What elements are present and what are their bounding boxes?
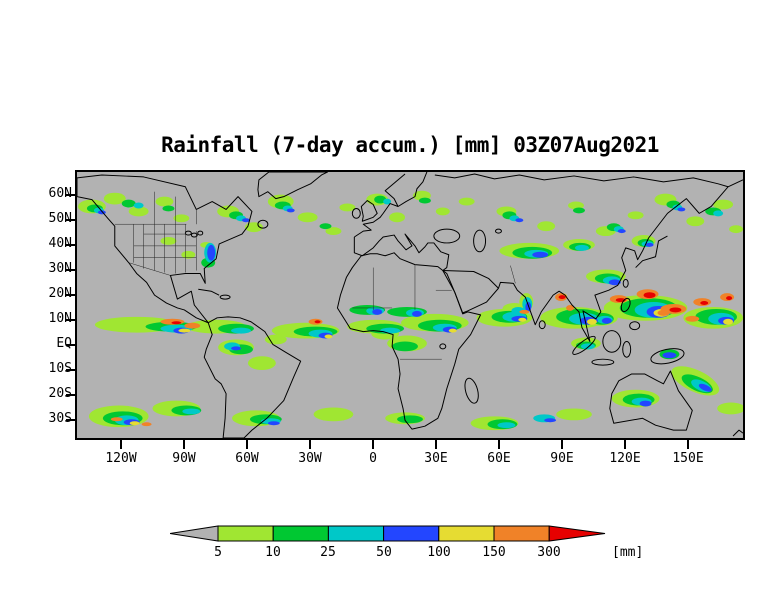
lon-axis-label: 30W — [298, 451, 322, 466]
colorbar-label: 10 — [265, 545, 281, 560]
lat-axis-label: 40N — [48, 236, 72, 251]
colorbar-segment-4 — [383, 525, 440, 542]
rain-shading-level7 — [171, 292, 733, 325]
lon-axis-label: 150E — [672, 451, 704, 466]
lon-tick — [183, 440, 185, 449]
lat-axis-label: 10S — [48, 361, 72, 376]
colorbar-arrow-high — [548, 525, 606, 542]
colorbar-label: 100 — [427, 545, 451, 560]
lat-tick — [66, 294, 75, 296]
lat-axis-label: 60N — [48, 186, 72, 201]
lon-tick — [435, 440, 437, 449]
lat-axis-label: 50N — [48, 211, 72, 226]
lon-axis-label: 60E — [487, 451, 511, 466]
unit-label: [mm] — [612, 545, 644, 560]
colorbar — [169, 525, 606, 542]
colorbar-segment-2 — [272, 525, 329, 542]
lat-tick — [66, 319, 75, 321]
lon-tick — [246, 440, 248, 449]
lon-axis-label: 120W — [105, 451, 137, 466]
lon-tick — [624, 440, 626, 449]
lon-axis-label: 90E — [550, 451, 574, 466]
lat-tick — [66, 369, 75, 371]
colorbar-segment-5 — [438, 525, 495, 542]
lat-axis-label: 10N — [48, 311, 72, 326]
lat-axis-label: 30S — [48, 411, 72, 426]
colorbar-segment-6 — [493, 525, 550, 542]
map-plot — [75, 170, 745, 440]
lon-axis-label: 0 — [369, 451, 377, 466]
colorbar-label: 150 — [482, 545, 506, 560]
lat-axis-label: 20N — [48, 286, 72, 301]
world-map-svg — [77, 172, 743, 438]
lon-axis-label: 120E — [609, 451, 641, 466]
lon-tick — [561, 440, 563, 449]
lon-axis-label: 60W — [235, 451, 259, 466]
lat-tick — [66, 394, 75, 396]
lon-axis-label: 30E — [424, 451, 448, 466]
lon-tick — [120, 440, 122, 449]
lat-tick — [66, 419, 75, 421]
colorbar-label: 300 — [537, 545, 561, 560]
plot-title: Rainfall (7-day accum.) [mm] 03Z07Aug202… — [161, 133, 659, 157]
colorbar-label: 50 — [376, 545, 392, 560]
colorbar-segment-1 — [217, 525, 274, 542]
lat-tick — [66, 194, 75, 196]
lat-tick — [66, 244, 75, 246]
lat-tick — [66, 344, 75, 346]
colorbar-arrow-low — [169, 525, 219, 542]
lat-tick — [66, 219, 75, 221]
lon-axis-label: 90W — [172, 451, 196, 466]
lat-tick — [66, 269, 75, 271]
lat-axis-label: 30N — [48, 261, 72, 276]
country-borders — [114, 191, 516, 360]
coastlines — [77, 172, 743, 438]
colorbar-segment-3 — [327, 525, 385, 542]
lon-tick — [309, 440, 311, 449]
colorbar-svg — [169, 525, 606, 542]
lon-tick — [498, 440, 500, 449]
lon-tick — [372, 440, 374, 449]
lon-tick — [687, 440, 689, 449]
lat-axis-label: EQ — [56, 336, 72, 351]
lat-axis-label: 20S — [48, 386, 72, 401]
colorbar-label: 5 — [214, 545, 222, 560]
colorbar-label: 25 — [320, 545, 336, 560]
